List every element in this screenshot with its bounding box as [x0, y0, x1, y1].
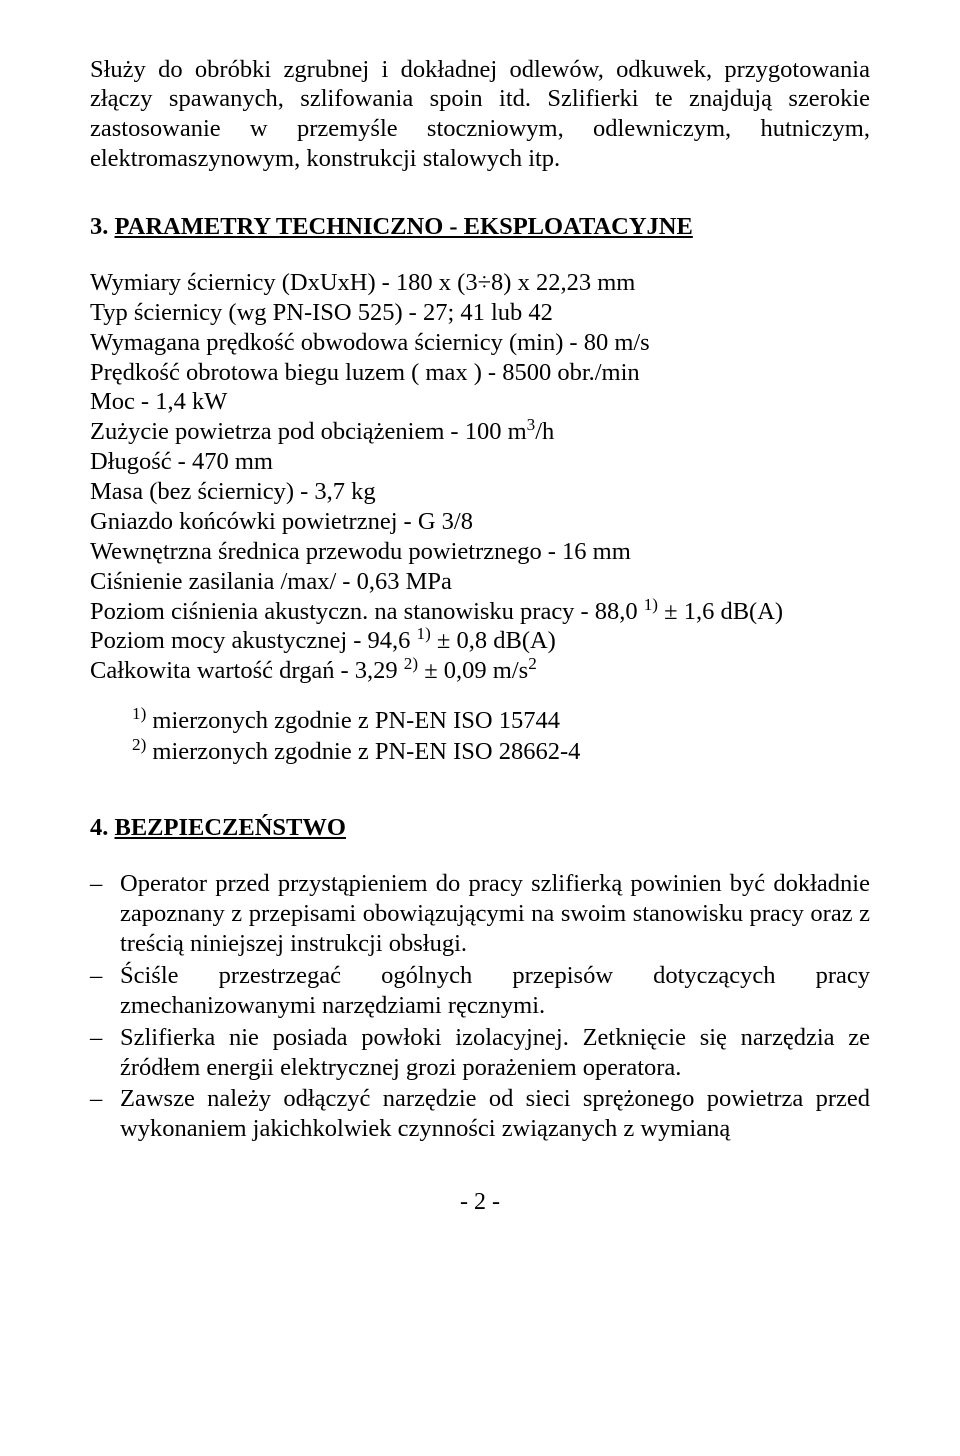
spec-row: Poziom ciśnienia akustyczn. na stanowisk… [90, 597, 870, 627]
spec-label: Moc [90, 387, 135, 417]
spec-value: - 88,0 1) ± 1,6 dB(A) [574, 597, 783, 627]
spec-value: - 1,4 kW [135, 387, 227, 417]
spec-value: - 0,63 MPa [336, 567, 452, 597]
spec-value: - 3,7 kg [294, 477, 376, 507]
document-page: Służy do obróbki zgrubnej i dokładnej od… [0, 0, 960, 1456]
spec-row: Całkowita wartość drgań- 3,29 2) ± 0,09 … [90, 656, 870, 686]
spec-row: Masa (bez ściernicy)- 3,7 kg [90, 477, 870, 507]
section-3-title: PARAMETRY TECHNICZNO - EKSPLOATACYJNE [115, 213, 693, 240]
spec-row: Ciśnienie zasilania /max/- 0,63 MPa [90, 567, 870, 597]
spec-row: Gniazdo końcówki powietrznej- G 3/8 [90, 507, 870, 537]
list-item: Ściśle przestrzegać ogólnych przepisów d… [90, 961, 870, 1021]
footnote: 1) mierzonych zgodnie z PN-EN ISO 15744 [132, 706, 870, 737]
spec-row: Moc- 1,4 kW [90, 387, 870, 417]
spec-value: - 8500 obr./min [482, 358, 640, 388]
section-3-heading: 3. PARAMETRY TECHNICZNO - EKSPLOATACYJNE [90, 212, 870, 242]
spec-row: Zużycie powietrza pod obciążeniem- 100 m… [90, 417, 870, 447]
spec-label: Długość [90, 447, 172, 477]
spec-label: Poziom ciśnienia akustyczn. na stanowisk… [90, 597, 574, 627]
spec-value: - G 3/8 [398, 507, 473, 537]
spec-label: Masa (bez ściernicy) [90, 477, 294, 507]
section-3-number: 3. [90, 213, 108, 240]
spec-row: Wymagana prędkość obwodowa ściernicy (mi… [90, 328, 870, 358]
spec-label: Poziom mocy akustycznej [90, 626, 347, 656]
spec-label: Gniazdo końcówki powietrznej [90, 507, 398, 537]
spec-value: - 180 x (3÷8) x 22,23 mm [376, 268, 636, 298]
spec-label: Zużycie powietrza pod obciążeniem [90, 417, 444, 447]
spec-row: Prędkość obrotowa biegu luzem ( max )- 8… [90, 358, 870, 388]
footnotes: 1) mierzonych zgodnie z PN-EN ISO 157442… [132, 706, 870, 767]
safety-bullets: Operator przed przystąpieniem do pracy s… [90, 869, 870, 1144]
spec-value: - 94,6 1) ± 0,8 dB(A) [347, 626, 556, 656]
list-item: Szlifierka nie posiada powłoki izolacyjn… [90, 1023, 870, 1083]
spec-label: Całkowita wartość drgań [90, 656, 335, 686]
list-item: Zawsze należy odłączyć narzędzie od siec… [90, 1084, 870, 1144]
spec-value: - 80 m/s [563, 328, 649, 358]
intro-paragraph: Służy do obróbki zgrubnej i dokładnej od… [90, 55, 870, 175]
spec-label: Wymagana prędkość obwodowa ściernicy (mi… [90, 328, 563, 358]
spec-value: - 100 m3/h [444, 417, 554, 447]
spec-row: Poziom mocy akustycznej- 94,6 1) ± 0,8 d… [90, 626, 870, 656]
spec-label: Wewnętrzna średnica przewodu powietrzneg… [90, 537, 542, 567]
list-item: Operator przed przystąpieniem do pracy s… [90, 869, 870, 959]
spec-row: Długość- 470 mm [90, 447, 870, 477]
spec-row: Wewnętrzna średnica przewodu powietrzneg… [90, 537, 870, 567]
spec-label: Ciśnienie zasilania /max/ [90, 567, 336, 597]
spec-value: - 470 mm [172, 447, 273, 477]
section-4-number: 4. [90, 814, 108, 841]
spec-value: - 27; 41 lub 42 [403, 298, 553, 328]
spec-value: - 3,29 2) ± 0,09 m/s2 [335, 656, 537, 686]
spec-label: Typ ściernicy (wg PN-ISO 525) [90, 298, 403, 328]
spec-table: Wymiary ściernicy (DxUxH)- 180 x (3÷8) x… [90, 268, 870, 686]
spec-row: Wymiary ściernicy (DxUxH)- 180 x (3÷8) x… [90, 268, 870, 298]
section-4-heading: 4. BEZPIECZEŃSTWO [90, 813, 870, 843]
footnote: 2) mierzonych zgodnie z PN-EN ISO 28662-… [132, 737, 870, 768]
page-number: - 2 - [90, 1188, 870, 1217]
spec-row: Typ ściernicy (wg PN-ISO 525)- 27; 41 lu… [90, 298, 870, 328]
spec-label: Prędkość obrotowa biegu luzem ( max ) [90, 358, 482, 388]
spec-label: Wymiary ściernicy (DxUxH) [90, 268, 376, 298]
section-4-title: BEZPIECZEŃSTWO [115, 814, 346, 841]
spec-value: - 16 mm [542, 537, 631, 567]
